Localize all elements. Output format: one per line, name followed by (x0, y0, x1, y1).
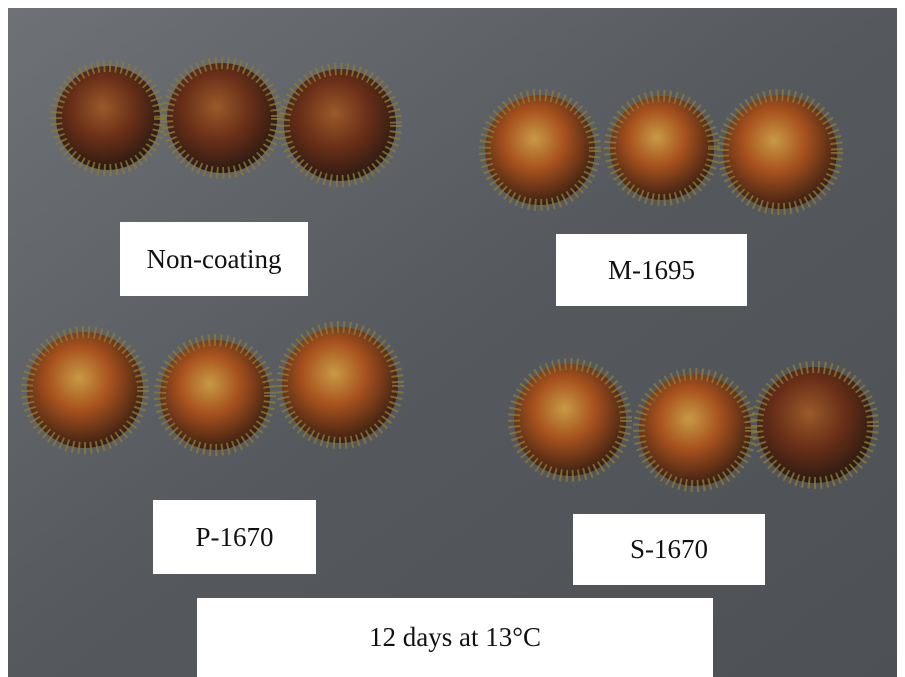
label-non-coating: Non-coating (120, 222, 308, 296)
fruit (160, 340, 270, 450)
fruit (56, 66, 160, 170)
fruit (610, 96, 714, 200)
fruit (757, 367, 873, 483)
fruit (167, 63, 277, 173)
fruit (284, 69, 396, 181)
photo-scene (0, 0, 905, 677)
label-m-1695: M-1695 (556, 234, 747, 306)
fruit (639, 374, 751, 486)
fruit (723, 95, 837, 209)
caption: 12 days at 13°C (197, 598, 713, 677)
label-p-1670: P-1670 (153, 500, 316, 574)
label-s-1670: S-1670 (573, 514, 765, 585)
fruit (27, 332, 143, 448)
fruit (514, 364, 626, 476)
fruit (282, 327, 398, 443)
fruit (485, 95, 595, 205)
photo: Non-coating M-1695 P-1670 S-1670 12 days… (0, 0, 905, 677)
